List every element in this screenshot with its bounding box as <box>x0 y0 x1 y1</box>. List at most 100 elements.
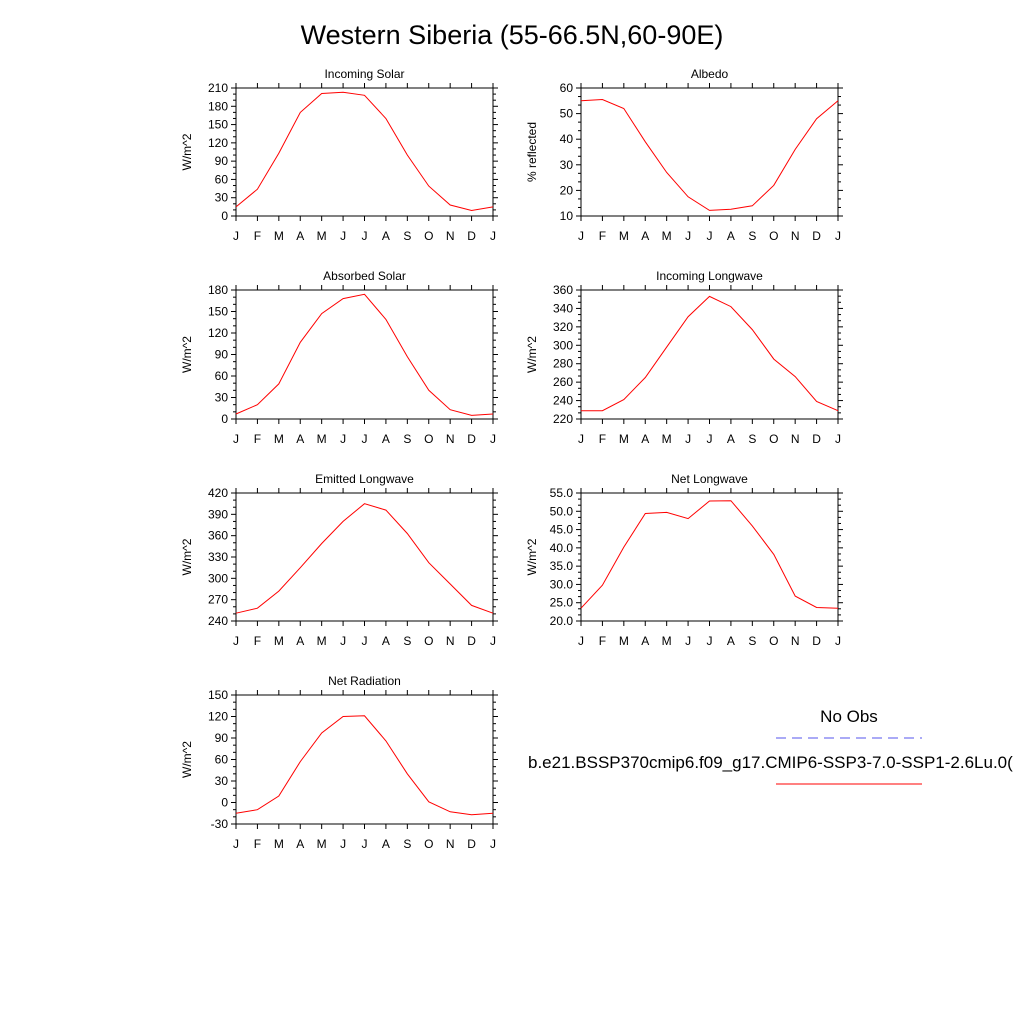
x-tick-label: F <box>254 229 261 243</box>
panel-title: Emitted Longwave <box>315 472 414 486</box>
y-tick-label: 120 <box>208 326 228 340</box>
y-axis-label: W/m^2 <box>180 538 194 575</box>
y-tick-label: 0 <box>221 209 228 223</box>
x-tick-label: A <box>296 837 304 851</box>
x-tick-label: J <box>340 229 346 243</box>
y-tick-label: 60 <box>215 172 229 186</box>
x-tick-label: S <box>403 229 411 243</box>
x-tick-label: S <box>403 837 411 851</box>
y-tick-label: 390 <box>208 507 228 521</box>
y-tick-label: 270 <box>208 593 228 607</box>
y-tick-label: 30 <box>215 774 229 788</box>
x-tick-label: D <box>467 634 476 648</box>
x-tick-label: O <box>424 634 433 648</box>
series-line <box>235 503 494 614</box>
series-line <box>581 295 839 412</box>
x-tick-label: A <box>727 229 735 243</box>
y-axis-label: W/m^2 <box>180 336 194 373</box>
x-tick-label: J <box>835 634 841 648</box>
y-tick-label: 120 <box>208 710 228 724</box>
x-tick-label: M <box>619 634 629 648</box>
x-tick-label: D <box>467 229 476 243</box>
y-tick-label: 360 <box>208 529 228 543</box>
x-tick-label: J <box>707 432 713 446</box>
y-tick-label: 50.0 <box>550 504 574 518</box>
x-tick-label: N <box>446 229 455 243</box>
x-tick-label: J <box>362 634 368 648</box>
x-tick-label: J <box>835 432 841 446</box>
panel-title: Net Radiation <box>328 674 401 688</box>
x-tick-label: O <box>769 229 778 243</box>
y-tick-label: 340 <box>553 301 573 315</box>
y-tick-label: 45.0 <box>550 523 574 537</box>
y-tick-label: 35.0 <box>550 559 574 573</box>
y-tick-label: 300 <box>208 571 228 585</box>
x-tick-label: M <box>317 634 327 648</box>
x-tick-label: F <box>599 229 606 243</box>
x-tick-label: A <box>382 432 390 446</box>
x-tick-label: J <box>578 229 584 243</box>
y-tick-label: 10 <box>560 209 574 223</box>
y-tick-label: 360 <box>553 283 573 297</box>
y-tick-label: 50 <box>560 107 574 121</box>
x-tick-label: A <box>296 229 304 243</box>
x-tick-label: O <box>424 432 433 446</box>
y-tick-label: 150 <box>208 688 228 702</box>
x-tick-label: A <box>641 432 649 446</box>
series-line <box>235 715 494 816</box>
x-tick-label: F <box>254 634 261 648</box>
x-tick-label: J <box>685 229 691 243</box>
x-tick-label: M <box>662 229 672 243</box>
series-line <box>580 98 839 211</box>
y-tick-label: 220 <box>553 412 573 426</box>
x-tick-label: O <box>769 634 778 648</box>
x-tick-label: A <box>727 432 735 446</box>
x-tick-label: M <box>619 432 629 446</box>
x-tick-label: J <box>362 229 368 243</box>
y-tick-label: 30 <box>215 191 229 205</box>
x-tick-label: M <box>317 229 327 243</box>
x-tick-label: A <box>382 634 390 648</box>
panel-emitted-longwave: Emitted Longwave W/m^2 240 270 300 330 360 390 4… <box>180 472 498 648</box>
y-tick-label: 150 <box>208 305 228 319</box>
y-tick-label: 300 <box>553 338 573 352</box>
x-tick-label: M <box>274 634 284 648</box>
panel-title: Incoming Longwave <box>656 269 763 283</box>
y-tick-label: 420 <box>208 486 228 500</box>
series-line <box>580 500 839 609</box>
x-tick-label: J <box>340 634 346 648</box>
y-tick-label: 25.0 <box>550 596 574 610</box>
y-tick-label: 90 <box>215 731 229 745</box>
x-tick-label: J <box>578 634 584 648</box>
x-tick-label: M <box>317 837 327 851</box>
y-axis-label: W/m^2 <box>525 538 539 575</box>
x-tick-label: S <box>748 634 756 648</box>
x-tick-label: J <box>362 837 368 851</box>
x-tick-label: M <box>274 837 284 851</box>
x-tick-label: S <box>403 432 411 446</box>
x-tick-label: J <box>685 432 691 446</box>
legend-obs-label: No Obs <box>820 707 878 726</box>
x-tick-label: F <box>254 432 261 446</box>
y-tick-label: 330 <box>208 550 228 564</box>
y-tick-label: 90 <box>215 154 229 168</box>
x-tick-label: A <box>382 229 390 243</box>
y-tick-label: 60 <box>215 753 229 767</box>
series-line <box>235 293 494 416</box>
panel-title: Albedo <box>691 67 729 81</box>
x-tick-label: J <box>685 634 691 648</box>
x-tick-label: A <box>296 634 304 648</box>
x-tick-label: A <box>727 634 735 648</box>
x-tick-label: J <box>578 432 584 446</box>
y-axis-label: % reflected <box>525 122 539 182</box>
y-tick-label: 260 <box>553 375 573 389</box>
x-tick-label: N <box>446 432 455 446</box>
x-tick-label: J <box>233 432 239 446</box>
x-tick-label: J <box>233 229 239 243</box>
panel-title: Net Longwave <box>671 472 748 486</box>
x-tick-label: J <box>490 634 496 648</box>
y-tick-label: 120 <box>208 136 228 150</box>
